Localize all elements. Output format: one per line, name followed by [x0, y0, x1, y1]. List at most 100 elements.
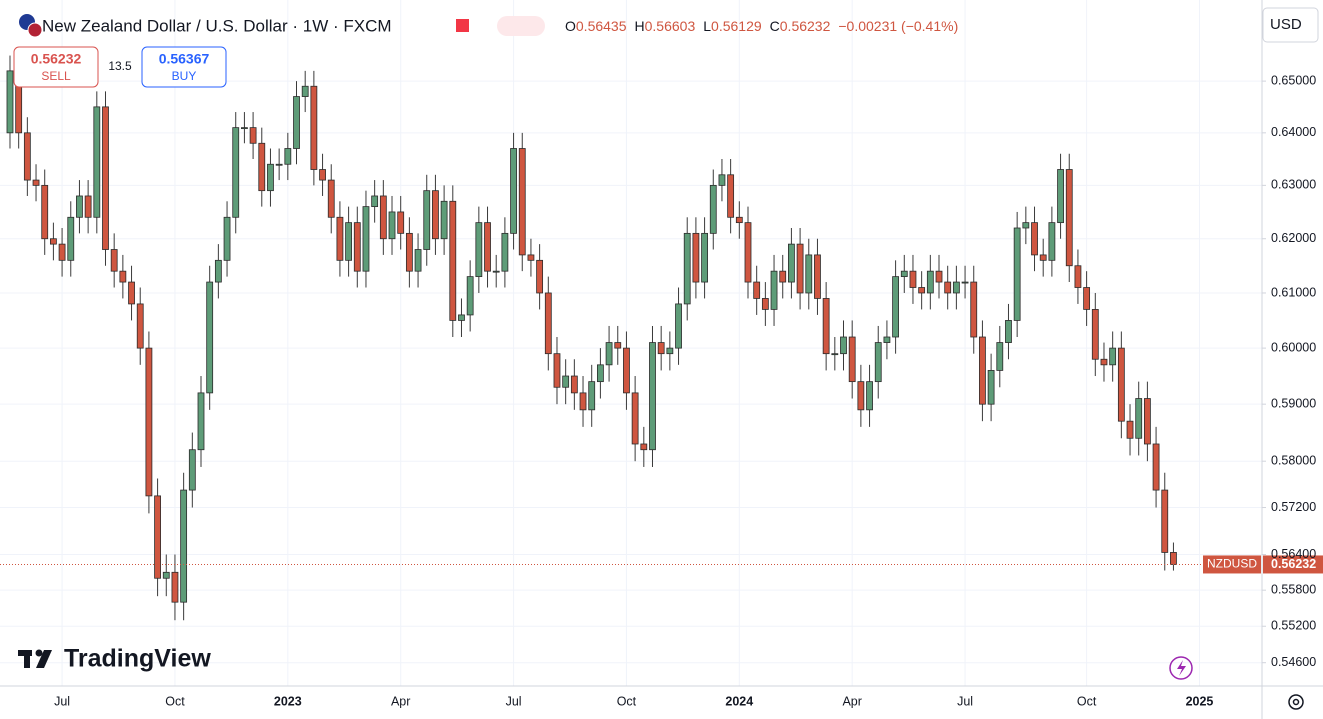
candle-body: [67, 216, 75, 261]
candle-body: [701, 232, 708, 283]
candle-body: [458, 314, 465, 321]
spread: 13.5: [108, 59, 132, 73]
candle-body: [805, 254, 813, 294]
candle-body: [110, 249, 118, 272]
candle-body: [1100, 358, 1108, 366]
candle-body: [171, 571, 179, 603]
candle-body: [518, 148, 526, 256]
y-tick-label: 0.62000: [1271, 231, 1316, 245]
candle-body: [727, 174, 735, 218]
candle-body: [432, 190, 439, 240]
ohlc-key: H: [635, 18, 645, 34]
y-tick-label: 0.61000: [1271, 285, 1316, 299]
candle-body: [996, 342, 1004, 371]
candle-body: [588, 381, 596, 411]
currency-label[interactable]: USD: [1270, 16, 1302, 33]
x-tick-label: Jul: [506, 694, 522, 708]
candle-body: [796, 243, 804, 294]
y-tick-label: 0.58000: [1271, 453, 1316, 467]
currency-button[interactable]: [1262, 7, 1319, 43]
candle-body: [770, 270, 778, 310]
candle-body: [527, 254, 535, 261]
candle-body: [1057, 169, 1064, 224]
candle-body: [814, 254, 821, 299]
candle-body: [267, 163, 274, 192]
candle-body: [570, 375, 578, 394]
candle-body: [310, 85, 318, 170]
candle-body: [735, 216, 743, 224]
candle-body: [180, 489, 188, 603]
candle-body: [58, 243, 66, 261]
candle-body: [145, 347, 153, 497]
y-tick-label: 0.54600: [1271, 655, 1316, 669]
candle-body: [631, 392, 639, 445]
candle-body: [405, 232, 413, 272]
indicator-pill[interactable]: [497, 16, 545, 36]
candle-body: [1117, 347, 1125, 422]
candle-body: [327, 179, 335, 218]
candle-body: [744, 222, 752, 283]
candle-body: [136, 303, 144, 349]
exchange-icon: [456, 19, 469, 32]
candle-body: [1091, 309, 1099, 360]
candle-body: [1143, 398, 1151, 445]
sell-label[interactable]: SELL: [41, 69, 71, 83]
candle-body: [440, 200, 448, 240]
candle-body: [874, 342, 882, 383]
settings-icon[interactable]: [1288, 694, 1304, 710]
sell-price[interactable]: 0.56232: [31, 51, 82, 67]
candle-body: [345, 222, 353, 261]
candle-body: [93, 106, 101, 218]
buy-label[interactable]: BUY: [172, 69, 197, 83]
candle-body: [1048, 222, 1056, 261]
candle-body: [119, 270, 127, 283]
candle-body: [1039, 254, 1047, 261]
x-tick-label: Oct: [617, 694, 637, 708]
candle-body: [223, 216, 231, 261]
watermark: TradingView: [64, 645, 211, 673]
candle-body: [640, 443, 648, 451]
candle-body: [683, 232, 691, 305]
candle-body: [206, 281, 214, 394]
x-tick-label: 2024: [725, 694, 753, 708]
buy-price[interactable]: 0.56367: [159, 51, 210, 67]
y-tick-label: 0.60000: [1271, 340, 1316, 354]
candle-body: [1031, 222, 1038, 256]
candle-body: [987, 370, 995, 405]
candle-body: [1074, 265, 1082, 288]
candle-body: [718, 174, 726, 186]
y-tick-label: 0.55800: [1271, 582, 1316, 596]
buy-button[interactable]: [141, 46, 227, 88]
candle-body: [379, 195, 387, 240]
candle-body: [761, 298, 769, 310]
candle-body: [866, 381, 873, 411]
candle-body: [1152, 443, 1160, 491]
y-tick-label: 0.63000: [1271, 178, 1316, 192]
candle-body: [918, 287, 926, 294]
ohlc-change: −0.00231 (−0.41%): [838, 18, 958, 34]
candle-body: [449, 200, 457, 321]
candle-body: [562, 375, 570, 388]
sell-button[interactable]: [13, 46, 99, 88]
candle-body: [1109, 347, 1117, 366]
candle-body: [657, 342, 665, 355]
candle-body: [232, 127, 240, 218]
candle-body: [649, 342, 656, 451]
candle-body: [944, 281, 952, 294]
overlay: NZDUSD 0.56232: [0, 555, 1323, 574]
candle-body: [501, 232, 509, 272]
candle-body: [1161, 489, 1169, 553]
candle-body: [492, 270, 500, 273]
candle-body: [553, 353, 561, 388]
candle-body: [162, 571, 170, 579]
candle-body: [319, 169, 326, 181]
candle-body: [128, 281, 135, 305]
candle-body: [249, 127, 257, 144]
y-tick-label: 0.65000: [1271, 73, 1316, 87]
alert-icon[interactable]: [1169, 656, 1193, 680]
x-tick-label: Jul: [54, 694, 70, 708]
candle-body: [76, 195, 83, 218]
candle-body: [822, 298, 830, 355]
ohlc-value: 0.56232: [780, 18, 831, 34]
